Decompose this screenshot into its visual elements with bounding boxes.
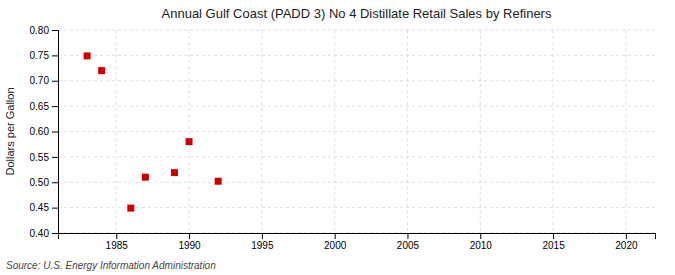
y-tick: 0.65 <box>30 101 58 112</box>
y-tick-label: 0.40 <box>30 228 50 239</box>
y-tick-mark <box>52 81 58 82</box>
y-axis: 0.40 0.45 0.50 0.55 0.60 0.65 0.70 0.75 0.80 <box>30 25 59 239</box>
x-tick-label: 2000 <box>324 240 347 251</box>
x-tick-label: 1990 <box>178 240 201 251</box>
y-tick-label: 0.65 <box>30 101 50 112</box>
x-tick-label: 2020 <box>615 240 638 251</box>
title: Annual Gulf Coast (PADD 3) No 4 Distilla… <box>162 6 552 21</box>
y-tick-label: 0.55 <box>30 152 50 163</box>
x-tick-label: 1985 <box>106 240 129 251</box>
y-grid-line <box>58 156 655 157</box>
y-tick-mark <box>52 233 58 234</box>
grid <box>58 30 655 233</box>
y-tick-label: 0.45 <box>30 202 50 213</box>
x-tick-label: 2010 <box>470 240 493 251</box>
y-tick-label: 0.75 <box>30 50 50 61</box>
y-grid-line <box>58 80 655 81</box>
points <box>84 52 222 211</box>
x-tick-mark <box>116 233 117 239</box>
y-axis-line <box>52 31 59 234</box>
x-grid-line <box>189 30 190 233</box>
y-grid-line <box>58 207 655 208</box>
x-tick-label: 1995 <box>251 240 274 251</box>
y-tick: 0.60 <box>30 126 58 137</box>
x-tick: 2020 <box>615 233 638 251</box>
y-tick-mark <box>52 30 58 31</box>
y-tick-mark <box>52 55 58 56</box>
y-tick: 0.40 <box>30 228 58 239</box>
point <box>171 169 178 176</box>
y-tick: 0.75 <box>30 50 58 61</box>
point <box>142 174 149 181</box>
y-tick: 0.45 <box>30 202 58 213</box>
x-grid-line <box>116 30 117 233</box>
x-tick-label: 2005 <box>397 240 420 251</box>
x-grid-line <box>625 30 626 233</box>
x-tick-mark <box>407 233 408 239</box>
x-tick: 2000 <box>324 233 347 251</box>
x-axis-line <box>59 234 656 240</box>
point <box>186 138 193 145</box>
y-tick-label: 0.80 <box>30 25 50 36</box>
y-tick: 0.80 <box>30 25 58 36</box>
x-tick-label: 2015 <box>542 240 565 251</box>
point <box>98 67 105 74</box>
point <box>84 52 91 59</box>
y-grid-line <box>58 182 655 183</box>
point <box>127 205 134 212</box>
y-tick-mark <box>52 157 58 158</box>
chart-container: Annual Gulf Coast (PADD 3) No 4 Distilla… <box>0 0 675 275</box>
point <box>215 178 222 185</box>
y-tick-mark <box>52 208 58 209</box>
y-tick: 0.55 <box>30 152 58 163</box>
y-tick-mark <box>52 182 58 183</box>
x-tick: 2005 <box>397 233 420 251</box>
x-tick-mark <box>480 233 481 239</box>
source: Source: U.S. Energy Information Administ… <box>6 260 216 271</box>
x-tick: 2015 <box>542 233 565 251</box>
x-tick-mark <box>262 233 263 239</box>
x-tick: 1995 <box>251 233 274 251</box>
y-tick: 0.50 <box>30 177 58 188</box>
y-axis-title: Dollars per Gallon <box>4 87 16 175</box>
x-tick: 1990 <box>178 233 201 251</box>
y-grid-line <box>58 30 655 31</box>
y-tick: 0.70 <box>30 75 58 86</box>
x-tick-mark <box>626 233 627 239</box>
y-grid-line <box>58 55 655 56</box>
x-tick-mark <box>335 233 336 239</box>
y-tick-label: 0.60 <box>30 126 50 137</box>
plot-area: 1985 1990 1995 2000 2005 2010 2015 2020 0.40 0.45… <box>30 25 656 251</box>
chart-svg: Annual Gulf Coast (PADD 3) No 4 Distilla… <box>0 0 675 275</box>
y-tick-label: 0.70 <box>30 75 50 86</box>
y-tick-label: 0.50 <box>30 177 50 188</box>
y-tick-mark <box>52 132 58 133</box>
x-tick: 2010 <box>470 233 493 251</box>
x-tick-mark <box>553 233 554 239</box>
x-axis: 1985 1990 1995 2000 2005 2010 2015 2020 <box>59 233 656 251</box>
x-tick: 1985 <box>106 233 129 251</box>
y-grid-line <box>58 131 655 132</box>
y-tick-mark <box>52 106 58 107</box>
y-grid-line <box>58 106 655 107</box>
x-tick-mark <box>189 233 190 239</box>
